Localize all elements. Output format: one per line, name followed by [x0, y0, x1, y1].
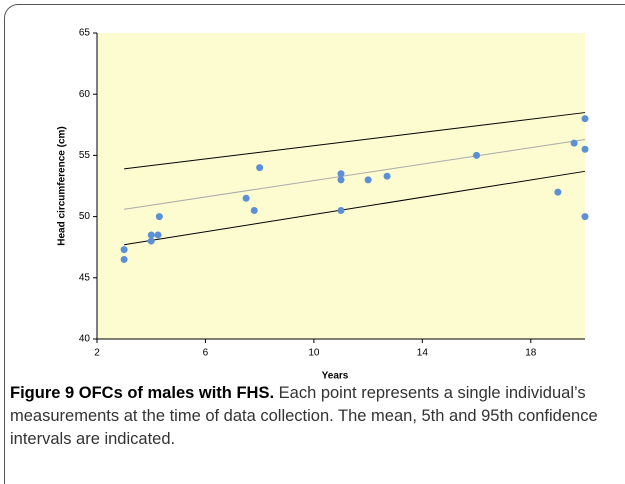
data-point: [473, 151, 481, 159]
y-tick-label: 55: [79, 150, 91, 161]
x-axis-label: Years: [322, 371, 349, 382]
data-point: [364, 176, 372, 184]
x-tick-label: 18: [525, 348, 537, 359]
data-point: [242, 194, 250, 202]
y-tick-label: 60: [79, 89, 91, 100]
caption: Figure 9 OFCs of males with FHS. Each po…: [10, 382, 615, 451]
data-point: [256, 164, 264, 172]
data-point: [120, 246, 128, 254]
data-point: [337, 206, 345, 214]
data-point: [581, 145, 589, 153]
caption-text: Each point represents a single individua…: [10, 384, 598, 448]
data-point: [147, 231, 155, 239]
y-tick-label: 40: [79, 334, 91, 345]
data-point: [337, 176, 345, 184]
x-tick-label: 6: [203, 348, 209, 359]
data-point: [581, 213, 589, 221]
trend-line: [124, 138, 586, 210]
y-tick-label: 65: [79, 28, 91, 39]
x-tick-label: 2: [94, 348, 100, 359]
x-tick-label: 10: [308, 348, 320, 359]
chart: Years Head circumference (cm) 40 45 50 55 60…: [57, 28, 589, 382]
data-point: [155, 213, 163, 221]
data-point: [570, 139, 578, 147]
y-tick-label: 45: [79, 272, 91, 283]
data-point: [250, 206, 258, 214]
trend-line: [124, 170, 586, 246]
caption-label: Figure 9 OFCs of males with FHS.: [10, 384, 275, 402]
trend-line: [124, 112, 586, 170]
data-point: [154, 231, 162, 239]
data-point: [581, 115, 589, 123]
figure-frame: [4, 4, 625, 484]
y-tick-label: 50: [79, 211, 91, 222]
data-point: [383, 172, 391, 180]
data-point: [147, 237, 155, 245]
data-point: [337, 170, 345, 178]
y-axis-label: Head circumference (cm): [57, 126, 68, 246]
x-tick-label: 14: [417, 348, 429, 359]
plot-area: [97, 33, 585, 339]
data-point: [554, 188, 562, 196]
data-point: [120, 255, 128, 263]
